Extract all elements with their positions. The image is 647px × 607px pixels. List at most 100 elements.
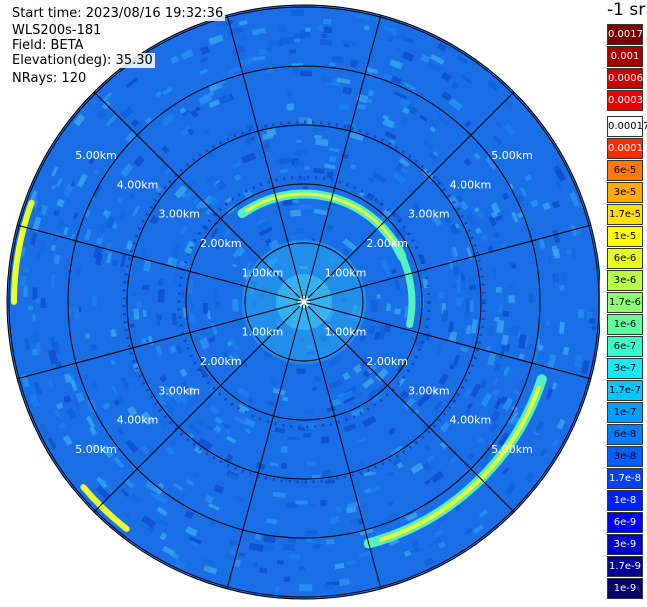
ppi-speckle xyxy=(280,169,288,174)
ppi-speckle xyxy=(531,351,539,364)
ppi-speckle xyxy=(195,106,201,112)
ppi-speckle xyxy=(448,455,458,465)
ppi-speckle xyxy=(570,224,578,237)
ppi-speckle xyxy=(298,584,313,592)
ppi-speckle xyxy=(193,198,200,205)
ppi-speckle xyxy=(383,73,392,81)
ppi-speckle xyxy=(202,557,215,566)
range-ring-5 xyxy=(8,6,600,598)
ppi-speckle xyxy=(266,518,278,525)
ppi-speckle xyxy=(357,103,367,111)
ppi-speckle xyxy=(90,344,98,351)
ppi-speckle xyxy=(426,61,442,73)
ppi-speckle xyxy=(306,536,313,543)
ppi-speckle xyxy=(341,247,350,256)
ppi-speckle xyxy=(197,437,213,451)
ppi-speckle xyxy=(243,272,251,281)
ppi-speckle xyxy=(419,383,428,392)
ppi-speckle xyxy=(494,316,500,322)
ppi-speckle xyxy=(232,48,241,56)
ppi-speckle xyxy=(85,333,91,339)
ppi-speckle xyxy=(168,257,179,269)
ppi-speckle xyxy=(518,353,525,360)
ppi-speckle xyxy=(465,298,471,313)
ppi-speckle xyxy=(311,386,318,391)
ppi-speckle xyxy=(180,49,194,60)
ppi-speckle xyxy=(323,583,334,590)
ppi-speckle xyxy=(38,422,50,438)
ppi-speckle xyxy=(452,354,461,367)
ppi-speckle xyxy=(169,55,180,65)
ppi-speckle xyxy=(96,476,108,489)
ppi-speckle xyxy=(359,527,374,536)
ppi-speckle xyxy=(90,442,99,452)
ppi-speckle xyxy=(265,68,275,74)
ppi-speckle xyxy=(178,260,186,267)
radial-spoke-2 xyxy=(303,224,592,303)
ppi-speckle xyxy=(280,445,288,454)
ppi-speckle xyxy=(54,415,60,422)
ppi-speckle xyxy=(142,260,152,272)
ppi-speckle xyxy=(66,407,77,420)
ppi-speckle xyxy=(293,149,308,155)
ppi-speckle xyxy=(375,382,389,395)
ppi-speckle xyxy=(232,494,246,503)
radial-spoke-8 xyxy=(16,301,305,380)
ppi-speckle xyxy=(456,195,464,203)
ppi-speckle xyxy=(433,400,443,412)
ppi-speckle xyxy=(105,216,116,229)
ppi-speckle xyxy=(368,177,375,183)
ppi-speckle xyxy=(401,107,411,115)
ppi-speckle xyxy=(478,457,490,470)
ppi-speckle xyxy=(502,467,510,475)
ppi-speckle xyxy=(492,377,499,386)
ppi-speckle xyxy=(485,157,497,170)
radial-spoke-5 xyxy=(303,301,382,590)
ppi-speckle xyxy=(360,96,373,103)
ppi-speckle xyxy=(334,563,345,570)
range-ring-outer xyxy=(6,4,600,600)
ppi-speckle xyxy=(304,409,314,415)
ppi-speckle xyxy=(438,373,449,386)
ppi-speckle xyxy=(294,160,305,168)
ppi-speckle xyxy=(383,25,398,34)
ppi-speckle xyxy=(358,550,372,558)
ppi-speckle xyxy=(410,462,424,475)
ppi-speckle xyxy=(267,187,280,196)
ppi-speckle xyxy=(448,223,458,234)
ppi-speckle xyxy=(479,379,488,389)
colorbar-cell-lower-8: 1.7e-6 xyxy=(607,292,643,313)
ppi-speckle xyxy=(547,353,557,369)
ppi-speckle xyxy=(179,107,187,114)
ppi-speckle xyxy=(358,191,365,197)
ppi-speckle xyxy=(403,397,416,410)
ppi-speckle xyxy=(300,70,312,77)
ppi-speckle xyxy=(459,200,469,211)
ppi-speckle xyxy=(559,321,565,334)
ppi-speckle xyxy=(305,530,319,535)
ppi-speckle xyxy=(405,512,418,522)
ppi-speckle xyxy=(530,199,539,208)
ppi-speckle xyxy=(93,169,100,176)
ppi-speckle xyxy=(418,114,428,122)
ppi-speckle xyxy=(335,505,342,513)
ppi-speckle xyxy=(190,109,199,118)
ppi-speckle xyxy=(158,482,165,489)
ppi-speckle xyxy=(360,356,372,368)
ppi-speckle xyxy=(380,258,390,271)
ppi-speckle xyxy=(252,55,266,62)
ppi-speckle xyxy=(400,167,409,175)
ppi-speckle xyxy=(562,346,570,356)
ppi-speckle xyxy=(113,456,125,469)
ppi-speckle xyxy=(101,91,113,104)
ppi-speckle xyxy=(47,378,54,388)
ppi-speckle xyxy=(396,32,407,40)
ppi-speckle xyxy=(266,128,277,137)
ppi-speckle xyxy=(232,245,246,260)
ppi-speckle xyxy=(524,471,536,483)
ppi-speckle xyxy=(350,59,355,64)
ppi-speckle xyxy=(394,308,401,315)
ppi-speckle xyxy=(307,118,313,125)
ppi-speckle xyxy=(492,231,501,239)
ppi-speckle xyxy=(215,180,226,191)
